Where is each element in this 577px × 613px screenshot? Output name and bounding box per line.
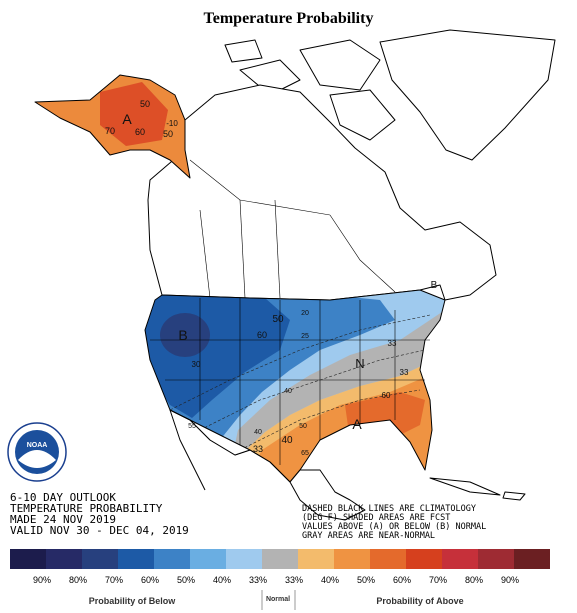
map-label: 33 xyxy=(400,368,409,377)
legend-tick-label: 90% xyxy=(33,575,51,585)
legend-swatch xyxy=(226,549,262,569)
map-label: 20 xyxy=(301,310,309,317)
map-label: 55 xyxy=(188,423,196,430)
legend-swatch xyxy=(298,549,334,569)
legend-swatch xyxy=(406,549,442,569)
legend-swatch xyxy=(154,549,190,569)
map-label: 65 xyxy=(301,450,309,457)
map-label: 40 xyxy=(281,435,293,446)
province-line xyxy=(329,214,396,293)
map-label: 40 xyxy=(284,388,292,395)
map-label: N xyxy=(355,356,364,371)
map-label: -10 xyxy=(166,119,178,128)
legend-swatch xyxy=(118,549,154,569)
arctic-island xyxy=(329,89,396,141)
map-label: 50 xyxy=(140,99,150,109)
map-label: B xyxy=(178,327,187,343)
baja xyxy=(169,409,206,491)
climatology-line xyxy=(169,314,431,411)
noaa-logo: NOAA xyxy=(7,422,67,482)
arctic-island xyxy=(224,39,263,63)
title: Temperature Probability xyxy=(203,10,374,27)
island xyxy=(502,491,526,501)
climatology-line xyxy=(239,389,421,451)
map-label: 60 xyxy=(257,330,267,340)
map-label: 30 xyxy=(192,360,201,369)
legend-swatch xyxy=(514,549,550,569)
legend-note-line: GRAY AREAS ARE NEAR-NORMAL xyxy=(302,531,435,541)
legend-swatch xyxy=(262,549,298,569)
map-label: 50 xyxy=(163,129,173,139)
legend-tick-label: 70% xyxy=(429,575,447,585)
map-label: 50 xyxy=(272,314,284,325)
legend-swatch xyxy=(442,549,478,569)
legend-swatch xyxy=(46,549,82,569)
legend-tick-label: 50% xyxy=(177,575,195,585)
legend-tick-label: 90% xyxy=(501,575,519,585)
darkest-blue-area xyxy=(160,313,210,357)
mexico xyxy=(169,409,366,521)
legend-swatch xyxy=(190,549,226,569)
map-label: 25 xyxy=(301,333,309,340)
legend-tick-label: 40% xyxy=(213,575,231,585)
outlook-info-line: 6-10 DAY OUTLOOK xyxy=(10,491,116,504)
canada xyxy=(147,84,497,301)
legend-tick-label: 80% xyxy=(69,575,87,585)
map-label: B xyxy=(431,280,438,291)
legend-tick-label: 60% xyxy=(141,575,159,585)
legend-tick-label: 33% xyxy=(249,575,267,585)
outlook-info-line: MADE 24 NOV 2019 xyxy=(10,513,116,526)
province-line xyxy=(189,159,331,216)
legend-note-line: DASHED BLACK LINES ARE CLIMATOLOGY xyxy=(302,504,476,514)
map-label: 60 xyxy=(382,391,391,400)
map-label: 40 xyxy=(254,429,262,436)
legend-tick-label: 33% xyxy=(285,575,303,585)
legend-note-line: VALUES ABOVE (A) OR BELOW (B) NORMAL xyxy=(302,522,486,532)
map-label: A xyxy=(352,416,362,432)
legend: 90% 80% 70% 60% 50% 40% 33% 33% 40% 50% 60% 70% 80% 9… xyxy=(10,549,550,610)
province-line xyxy=(274,199,281,299)
cuba xyxy=(429,477,501,496)
map-label: 60 xyxy=(135,127,145,137)
map-labels: A 50 60 50 70 -10 B 50 60 30 20 25 33 40 N 33 B A 40 50 60 40… xyxy=(105,99,438,457)
legend-note-line: (DEG F) SHADED AREAS ARE FCST xyxy=(302,513,450,523)
map-label: 33 xyxy=(253,444,263,454)
map-label: 50 xyxy=(299,423,307,430)
legend-tick-label: 60% xyxy=(393,575,411,585)
legend-normal-label: Normal xyxy=(266,596,290,603)
legend-below-label: Probability of Below xyxy=(89,596,177,606)
legend-tick-label: 80% xyxy=(465,575,483,585)
map-label: 70 xyxy=(105,126,115,136)
alaska-core xyxy=(100,82,168,146)
near-normal-area xyxy=(232,300,445,458)
logo-text: NOAA xyxy=(27,442,48,449)
arctic-island xyxy=(299,39,381,91)
forecast-shading xyxy=(145,290,445,482)
province-line xyxy=(239,199,246,299)
legend-tick-label: 40% xyxy=(321,575,339,585)
outlook-info-line: VALID NOV 30 - DEC 04, 2019 xyxy=(10,524,189,537)
outlook-info-line: TEMPERATURE PROBABILITY xyxy=(10,502,163,515)
province-line xyxy=(199,209,211,299)
legend-swatch xyxy=(82,549,118,569)
map-label: A xyxy=(122,111,132,127)
legend-swatch xyxy=(10,549,46,569)
legend-tick-label: 70% xyxy=(105,575,123,585)
legend-above-label: Probability of Above xyxy=(376,596,463,606)
greenland xyxy=(379,29,556,161)
climatology-line xyxy=(199,349,426,431)
map-label: 33 xyxy=(388,339,397,348)
alaska xyxy=(34,74,191,179)
legend-tick-label: 50% xyxy=(357,575,375,585)
legend-swatch xyxy=(370,549,406,569)
legend-swatch xyxy=(478,549,514,569)
legend-swatch xyxy=(334,549,370,569)
